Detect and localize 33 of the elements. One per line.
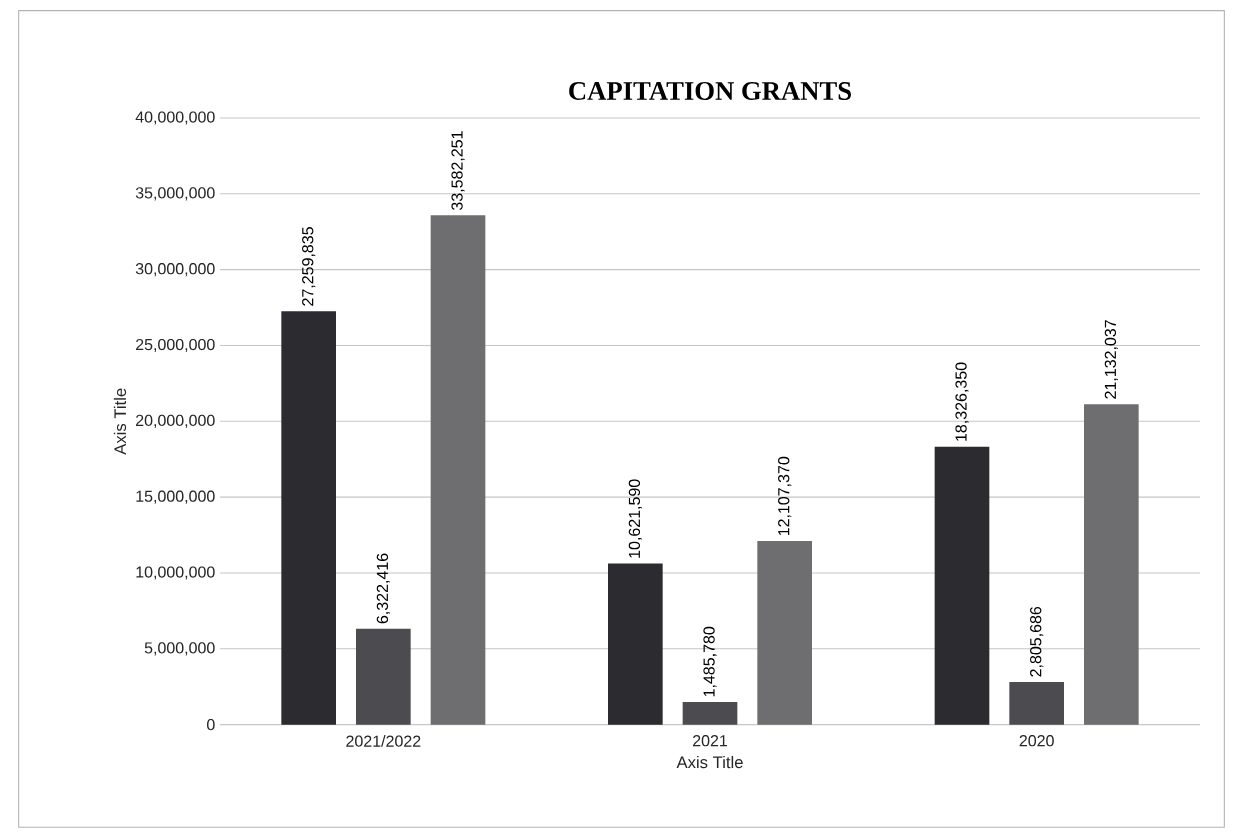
data-label: 33,582,251 — [451, 131, 465, 211]
x-axis-title: Axis Title — [676, 755, 743, 769]
data-label: 12,107,370 — [778, 456, 792, 536]
bar — [1084, 404, 1139, 725]
x-tick-label: 2020 — [1019, 735, 1054, 747]
data-label: 1,485,780 — [703, 626, 717, 697]
y-tick-label: 35,000,000 — [135, 187, 215, 201]
bar — [682, 702, 738, 725]
y-tick-label: 25,000,000 — [136, 338, 215, 353]
y-tick-label: 5,000,000 — [144, 642, 215, 656]
bar — [934, 446, 990, 725]
y-tick-label: 40,000,000 — [135, 111, 215, 125]
bar — [281, 311, 336, 725]
x-tick-label: 2021 — [693, 735, 728, 747]
data-label: 10,621,590 — [628, 479, 642, 558]
bar — [1009, 682, 1064, 725]
y-tick-label: 0 — [207, 718, 215, 731]
bar — [757, 541, 812, 725]
y-tick-label: 30,000,000 — [135, 263, 215, 277]
bar — [608, 563, 663, 725]
y-tick-label: 20,000,000 — [136, 414, 215, 428]
data-label: 18,326,350 — [955, 362, 969, 441]
data-label: 6,322,416 — [376, 553, 390, 624]
x-tick-label: 2021/2022 — [346, 735, 421, 747]
data-label: 2,805,686 — [1030, 606, 1044, 677]
bar — [430, 215, 486, 725]
data-label: 27,259,835 — [302, 227, 316, 306]
y-tick-label: 10,000,000 — [136, 566, 215, 580]
chart-title: CAPITATION GRANTS — [569, 82, 851, 100]
y-axis-title: Axis Title — [113, 388, 127, 455]
bar — [356, 628, 411, 725]
data-label: 21,132,037 — [1104, 320, 1118, 399]
y-tick-label: 15,000,000 — [136, 490, 215, 504]
